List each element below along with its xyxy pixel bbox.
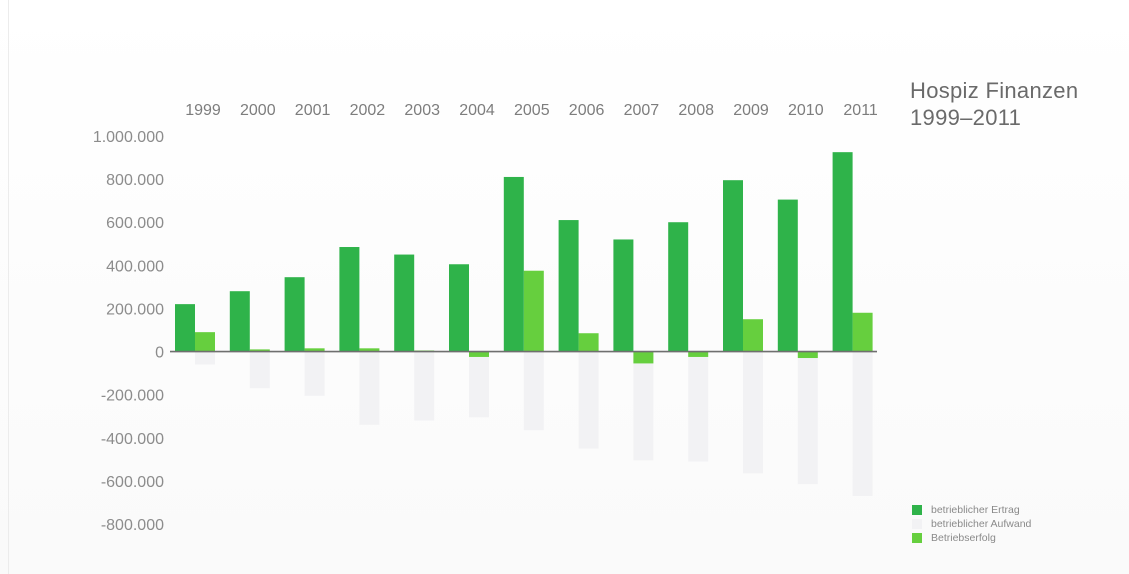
legend-item: Betriebserfolg	[912, 531, 1031, 545]
bar-betriebserfolg	[523, 270, 544, 352]
bar-betriebserfolg	[633, 351, 654, 364]
y-tick-label: -200.000	[101, 388, 164, 405]
bar-betrieblicher-ertrag	[394, 254, 415, 352]
bar-betriebserfolg	[359, 348, 380, 352]
x-tick-label: 2001	[295, 102, 331, 119]
bar-betrieblicher-ertrag	[175, 304, 195, 352]
x-tick-label: 2008	[678, 102, 714, 119]
bar-betrieblicher-ertrag	[723, 180, 743, 352]
x-tick-label: 2007	[624, 102, 660, 119]
bar-betrieblicher-aufwand	[852, 351, 873, 496]
bar-betrieblicher-ertrag	[284, 277, 305, 352]
bar-betrieblicher-aufwand	[469, 351, 489, 418]
bar-betrieblicher-aufwand	[688, 351, 709, 462]
x-tick-label: 2005	[514, 102, 550, 119]
bar-betrieblicher-ertrag	[229, 291, 250, 352]
legend-label: Betriebserfolg	[931, 532, 996, 544]
bar-betriebserfolg	[852, 312, 873, 352]
x-tick-label: 2009	[733, 102, 769, 119]
bar-betrieblicher-ertrag	[503, 176, 524, 352]
legend-label: betrieblicher Aufwand	[931, 518, 1032, 530]
x-tick-label: 2010	[788, 102, 824, 119]
bar-betrieblicher-ertrag	[668, 222, 689, 352]
bar-betrieblicher-ertrag	[558, 220, 579, 352]
y-tick-label: -400.000	[101, 431, 164, 448]
x-tick-label: 2004	[459, 102, 495, 119]
bar-betriebserfolg	[688, 351, 709, 357]
x-tick-label: 2002	[350, 102, 386, 119]
bar-betriebserfolg	[797, 351, 818, 359]
legend-item: betrieblicher Aufwand	[912, 517, 1031, 531]
legend-item: betrieblicher Ertrag	[912, 503, 1031, 517]
bar-betrieblicher-ertrag	[777, 199, 798, 352]
y-tick-label: 400.000	[106, 258, 164, 275]
legend-label: betrieblicher Ertrag	[931, 504, 1020, 516]
bar-betrieblicher-aufwand	[195, 351, 215, 365]
page-edge	[8, 0, 9, 574]
bar-betrieblicher-ertrag	[832, 152, 853, 352]
x-tick-label: 1999	[185, 102, 221, 119]
bar-betriebserfolg	[249, 349, 270, 352]
bar-betrieblicher-ertrag	[449, 264, 469, 352]
y-tick-label: 200.000	[106, 301, 164, 318]
bar-betrieblicher-aufwand	[414, 351, 435, 421]
bar-betriebserfolg	[195, 332, 215, 352]
y-tick-label: 800.000	[106, 172, 164, 189]
y-tick-label: -800.000	[101, 517, 164, 534]
bar-betrieblicher-ertrag	[339, 247, 360, 352]
legend-swatch	[912, 533, 922, 543]
bar-betrieblicher-aufwand	[633, 351, 654, 461]
bar-betriebserfolg	[743, 319, 763, 352]
bar-betriebserfolg	[304, 348, 325, 352]
x-tick-label: 2003	[404, 102, 440, 119]
y-tick-label: 600.000	[106, 215, 164, 232]
legend-swatch	[912, 519, 922, 529]
bar-betriebserfolg	[469, 351, 489, 357]
chart-legend: betrieblicher Ertrag betrieblicher Aufwan…	[912, 503, 1031, 545]
x-tick-label: 2006	[569, 102, 605, 119]
bar-betrieblicher-aufwand	[249, 351, 270, 389]
bar-betrieblicher-aufwand	[578, 351, 599, 449]
bar-betrieblicher-ertrag	[613, 239, 634, 352]
chart-title: Hospiz Finanzen	[910, 78, 1079, 103]
y-tick-label: -600.000	[101, 474, 164, 491]
chart-subtitle: 1999–2011	[910, 105, 1022, 130]
x-tick-label: 2011	[843, 102, 878, 119]
y-tick-label: 0	[155, 345, 164, 362]
bar-betrieblicher-aufwand	[797, 351, 818, 485]
x-tick-label: 2000	[240, 102, 276, 119]
chart-title-block: Hospiz Finanzen 1999–2011	[910, 77, 1078, 131]
legend-swatch	[912, 505, 922, 515]
bar-betrieblicher-aufwand	[359, 351, 380, 425]
bar-betrieblicher-aufwand	[523, 351, 544, 431]
bar-betrieblicher-aufwand	[743, 351, 763, 474]
y-tick-label: 1.000.000	[93, 129, 164, 146]
bar-betrieblicher-aufwand	[304, 351, 325, 396]
bar-betriebserfolg	[578, 333, 599, 352]
